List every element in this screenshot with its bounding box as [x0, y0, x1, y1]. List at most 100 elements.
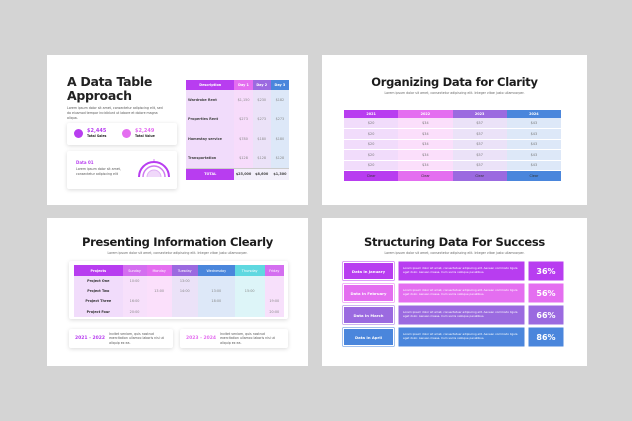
- row-label: Transportation: [186, 148, 235, 168]
- cell-value: $43: [506, 149, 561, 161]
- cell-time: 13:00: [171, 276, 198, 287]
- table-row: Project Four 20:00 20:00: [74, 306, 284, 317]
- slide-title: Organizing Data for Clarity: [371, 75, 538, 89]
- table-row: Wardrobe Rent $1,150 $230 $182: [186, 90, 289, 110]
- calendar-icon: [122, 129, 131, 138]
- cell-time: [146, 276, 172, 287]
- row-description: Lorem ipsum dolor sit amet, consectetuer…: [399, 262, 524, 280]
- column-header: Friday: [264, 265, 284, 276]
- slide-structuring-data[interactable]: Structuring Data For Success Lorem ipsum…: [322, 218, 587, 366]
- cell-value: $273: [252, 109, 271, 129]
- cell-value: $43: [506, 128, 561, 140]
- cell-value: $20: [344, 118, 399, 129]
- clock-icon: [74, 129, 83, 138]
- slide-title: A Data Table Approach: [67, 75, 152, 103]
- row-label: Homestay service: [186, 129, 235, 149]
- table-header-row: Description Day 1 Day 2 Day 3: [186, 80, 289, 90]
- footer-cell: Clear: [452, 170, 507, 181]
- slide-body: Lorem ipsum dolor sit amet, consectetur …: [67, 106, 163, 120]
- slide-presenting-information[interactable]: Presenting Information Clearly Lorem ips…: [47, 218, 308, 366]
- table-row: Homestay service $780 $180 $180: [186, 129, 289, 149]
- column-header: 2024: [506, 110, 561, 118]
- cell-value: $180: [270, 129, 289, 149]
- row-description: Lorem ipsum dolor sit amet, consectetuer…: [399, 328, 524, 346]
- cell-value: $34: [398, 128, 453, 140]
- table-row: $20 $34 $57 $43: [344, 160, 561, 171]
- stat-label: Total Value: [135, 134, 155, 138]
- column-header: Thursday: [234, 265, 265, 276]
- column-header: Monday: [146, 265, 172, 276]
- total-label: TOTAL: [186, 167, 235, 180]
- cell-time: 19:00: [264, 296, 284, 307]
- project-name: Project One: [74, 276, 123, 287]
- title-line-1: A Data Table: [67, 74, 153, 89]
- cell-time: [264, 286, 284, 297]
- cell-value: $180: [252, 129, 271, 149]
- column-header: Sunday: [122, 265, 147, 276]
- cell-time: [234, 276, 265, 287]
- row-description: Lorem ipsum dolor sit amet, consectetuer…: [399, 306, 524, 324]
- table-row: Project One 10:00 13:00: [74, 276, 284, 287]
- cell-value: $20: [344, 160, 399, 171]
- cell-value: $273: [270, 109, 289, 129]
- column-header: Projects: [74, 265, 123, 276]
- table-header-row: Projects Sunday Monday Tuesday Wednesday Thur…: [74, 265, 284, 276]
- table-row: $20 $34 $57 $43: [344, 118, 561, 129]
- column-header: 2022: [398, 110, 453, 118]
- total-row: TOTAL $25,000 $8,600 $1,300: [186, 167, 289, 180]
- slide-subtitle: Lorem ipsum dolor sit amet, consectetur …: [107, 251, 248, 255]
- column-header: Description: [186, 80, 235, 90]
- total-value: $1,300: [270, 167, 289, 180]
- row-percent: 36%: [529, 262, 563, 280]
- row-percent: 56%: [529, 284, 563, 302]
- stats-card: $2,445 Total Sales $2,249 Total Value: [67, 123, 177, 145]
- slide-title: Presenting Information Clearly: [82, 235, 273, 249]
- cell-value: $57: [452, 139, 507, 150]
- column-header: Wednesday: [197, 265, 235, 276]
- cell-value: $57: [452, 118, 507, 129]
- expense-table: Description Day 1 Day 2 Day 3 Wardrobe Rent $…: [186, 80, 289, 180]
- period-body: Invitet veniam, quis nostrud exercitatio…: [109, 331, 164, 345]
- project-name: Project Two: [74, 286, 123, 297]
- table-header-row: 2021 2022 2023 2024: [344, 110, 561, 118]
- slide-subtitle: Lorem ipsum dolor sit amet, consectetur …: [384, 251, 525, 255]
- row-label: Data In February: [343, 284, 394, 302]
- cell-value: $34: [398, 149, 453, 161]
- cell-value: $43: [506, 139, 561, 150]
- cell-time: 20:00: [122, 306, 147, 317]
- cell-time: 15:00: [234, 286, 265, 297]
- period-years: 2021 - 2022: [75, 336, 106, 341]
- period-body: Invitet veniam, quis nostrud exercitatio…: [220, 331, 275, 345]
- cell-value: $43: [506, 118, 561, 129]
- period-card-2: 2023 - 2024 Invitet veniam, quis nostrud…: [180, 329, 288, 348]
- stat-value: $2,249: [135, 128, 155, 134]
- cell-time: [146, 306, 172, 317]
- cell-time: [171, 296, 198, 307]
- slide-data-table-approach[interactable]: A Data Table Approach Lorem ipsum dolor …: [47, 55, 308, 205]
- cell-value: $34: [398, 139, 453, 150]
- stat-total-sales: $2,445 Total Sales: [74, 128, 106, 138]
- cell-value: $57: [452, 128, 507, 140]
- footer-row: Clear Clear Clear Clear: [344, 170, 561, 181]
- table-row: Properties Rent $273 $273 $273: [186, 109, 289, 129]
- yearly-table: 2021 2022 2023 2024 $20 $34 $57 $43 $20 $34 $57 $43…: [344, 110, 561, 181]
- cell-value: $1,150: [234, 90, 253, 110]
- slide-organizing-data[interactable]: Organizing Data for Clarity Lorem ipsum …: [322, 55, 587, 205]
- cell-value: $182: [270, 90, 289, 110]
- total-value: $8,600: [252, 167, 271, 180]
- cell-value: $128: [270, 148, 289, 168]
- cell-time: [122, 286, 147, 297]
- column-header: Day 2: [252, 80, 271, 90]
- table-row: $20 $34 $57 $43: [344, 149, 561, 161]
- row-label: Properties Rent: [186, 109, 235, 129]
- cell-time: [197, 306, 235, 317]
- row-description: Lorem ipsum dolor sit amet, consectetuer…: [399, 284, 524, 302]
- cell-value: $20: [344, 149, 399, 161]
- column-header: Tuesday: [171, 265, 198, 276]
- cell-time: 13:00: [197, 286, 235, 297]
- row-percent: 66%: [529, 306, 563, 324]
- footer-cell: Clear: [398, 170, 453, 181]
- cell-value: $273: [234, 109, 253, 129]
- title-line-2: Approach: [67, 88, 132, 103]
- data-card-title: Data 01: [76, 160, 94, 165]
